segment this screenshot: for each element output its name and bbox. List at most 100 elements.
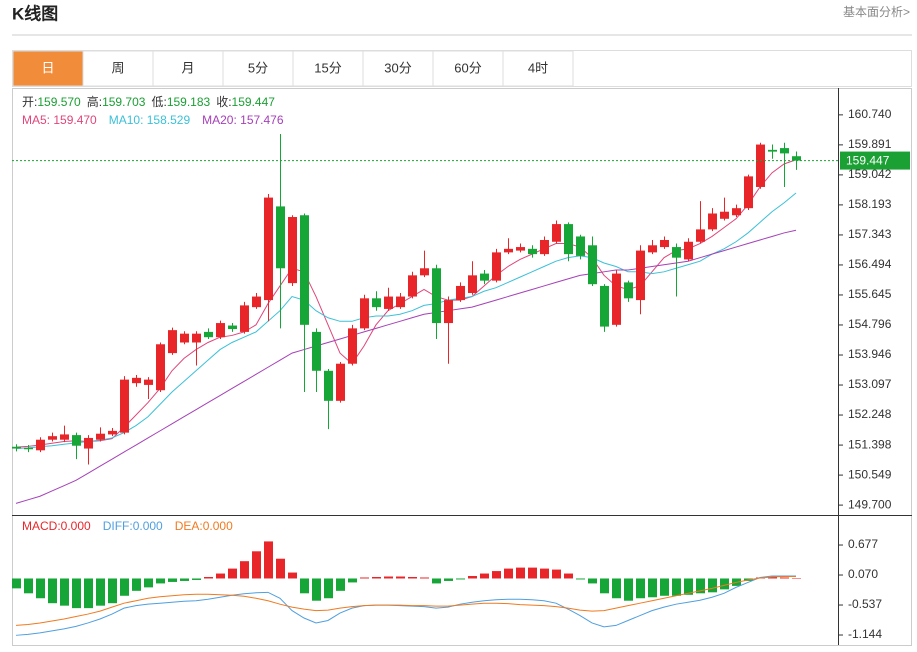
- candle-body: [600, 285, 609, 327]
- candle-body: [276, 206, 285, 269]
- candle-body: [84, 437, 93, 449]
- info-value: 159.447: [232, 95, 276, 109]
- macd-bar: [180, 578, 189, 581]
- macd-bar: [720, 578, 729, 590]
- candle-body: [204, 331, 213, 338]
- tab-label[interactable]: 60分: [454, 60, 481, 75]
- candle-body: [312, 331, 321, 371]
- chart-frame: [12, 88, 912, 646]
- macd-bar: [168, 578, 177, 582]
- ma-legend: MA20: 157.476: [202, 113, 284, 127]
- y-tick-label: 153.097: [848, 377, 892, 391]
- ma-legend: MA10: 158.529: [109, 113, 191, 127]
- candle-body: [300, 215, 309, 325]
- candle-body: [504, 248, 513, 253]
- candle-body: [228, 325, 237, 330]
- macd-bar: [564, 573, 573, 579]
- candle-body: [768, 149, 777, 152]
- tab-label[interactable]: 日: [41, 60, 54, 75]
- candle-body: [660, 239, 669, 248]
- macd-bar: [36, 578, 45, 599]
- tab-label[interactable]: 15分: [314, 60, 341, 75]
- macd-bar: [600, 578, 609, 594]
- tab[interactable]: [292, 50, 364, 87]
- candle-body: [624, 282, 633, 299]
- tab-label[interactable]: 月: [181, 60, 194, 75]
- y-tick-label: 151.398: [848, 437, 892, 451]
- ma-line: [15, 229, 797, 504]
- info-value: 159.183: [167, 95, 211, 109]
- candle-body: [528, 248, 537, 255]
- macd-bar: [540, 568, 549, 579]
- tab[interactable]: [152, 50, 224, 87]
- macd-bar: [96, 578, 105, 606]
- y-tick-label: 158.193: [848, 197, 892, 211]
- macd-bar: [552, 569, 561, 579]
- macd-bar: [252, 551, 261, 579]
- candle-body: [744, 176, 753, 209]
- tab-label[interactable]: 4时: [528, 60, 548, 75]
- info-label: 开:: [22, 95, 37, 109]
- macd-bar: [492, 571, 501, 579]
- candle-body: [684, 241, 693, 260]
- macd-bar: [528, 567, 537, 579]
- macd-bar: [480, 573, 489, 579]
- macd-bar: [444, 578, 453, 581]
- candle-body: [60, 434, 69, 440]
- y-tick-label: -1.144: [848, 627, 882, 641]
- info-label: 收:: [216, 95, 231, 109]
- info-label: 高:: [87, 94, 102, 109]
- macd-bar: [228, 568, 237, 579]
- macd-bar: [336, 578, 345, 591]
- macd-bar: [348, 578, 357, 583]
- macd-bar: [324, 578, 333, 599]
- tab-label[interactable]: 30分: [384, 60, 411, 75]
- tab[interactable]: [502, 50, 574, 87]
- candle-body: [336, 363, 345, 401]
- info-value: 159.570: [37, 95, 81, 109]
- macd-bar: [768, 576, 777, 579]
- macd-bar: [204, 576, 213, 579]
- macd-bar: [144, 578, 153, 588]
- candle-body: [180, 333, 189, 343]
- candle-body: [384, 296, 393, 309]
- tab[interactable]: [82, 50, 154, 87]
- y-tick-label: 159.042: [848, 167, 892, 181]
- y-tick-label: -0.537: [848, 597, 882, 611]
- candle-body: [192, 333, 201, 343]
- fundamental-link[interactable]: 基本面分析>: [843, 5, 910, 19]
- macd-bar: [636, 578, 645, 599]
- macd-bar: [156, 578, 165, 584]
- macd-bar: [660, 578, 669, 596]
- tab[interactable]: [222, 50, 294, 87]
- macd-bar: [708, 578, 717, 593]
- macd-bar: [216, 573, 225, 579]
- tab[interactable]: [432, 50, 504, 87]
- candle-body: [108, 430, 117, 435]
- candle-body: [120, 379, 129, 433]
- tab-label[interactable]: 5分: [248, 60, 268, 75]
- candle-body: [432, 268, 441, 324]
- line-legend: DEA:0.000: [175, 519, 233, 533]
- candle-body: [636, 250, 645, 301]
- candle-body: [24, 447, 33, 450]
- tab[interactable]: [12, 50, 84, 87]
- info-value: 159.703: [102, 95, 146, 109]
- candle-body: [480, 273, 489, 281]
- candle-body: [144, 379, 153, 385]
- candle-body: [456, 285, 465, 301]
- candle-body: [612, 273, 621, 325]
- page-title: K线图: [12, 3, 58, 23]
- macd-line: [15, 576, 796, 626]
- macd-bar: [60, 578, 69, 606]
- macd-bar: [780, 577, 789, 579]
- macd-bar: [12, 578, 21, 589]
- candle-body: [252, 296, 261, 308]
- macd-bar: [108, 578, 117, 604]
- tab-label[interactable]: 周: [111, 60, 124, 75]
- candle-body: [732, 208, 741, 216]
- candle-body: [492, 252, 501, 281]
- y-tick-label: 0.677: [848, 537, 878, 551]
- macd-bar: [264, 541, 273, 579]
